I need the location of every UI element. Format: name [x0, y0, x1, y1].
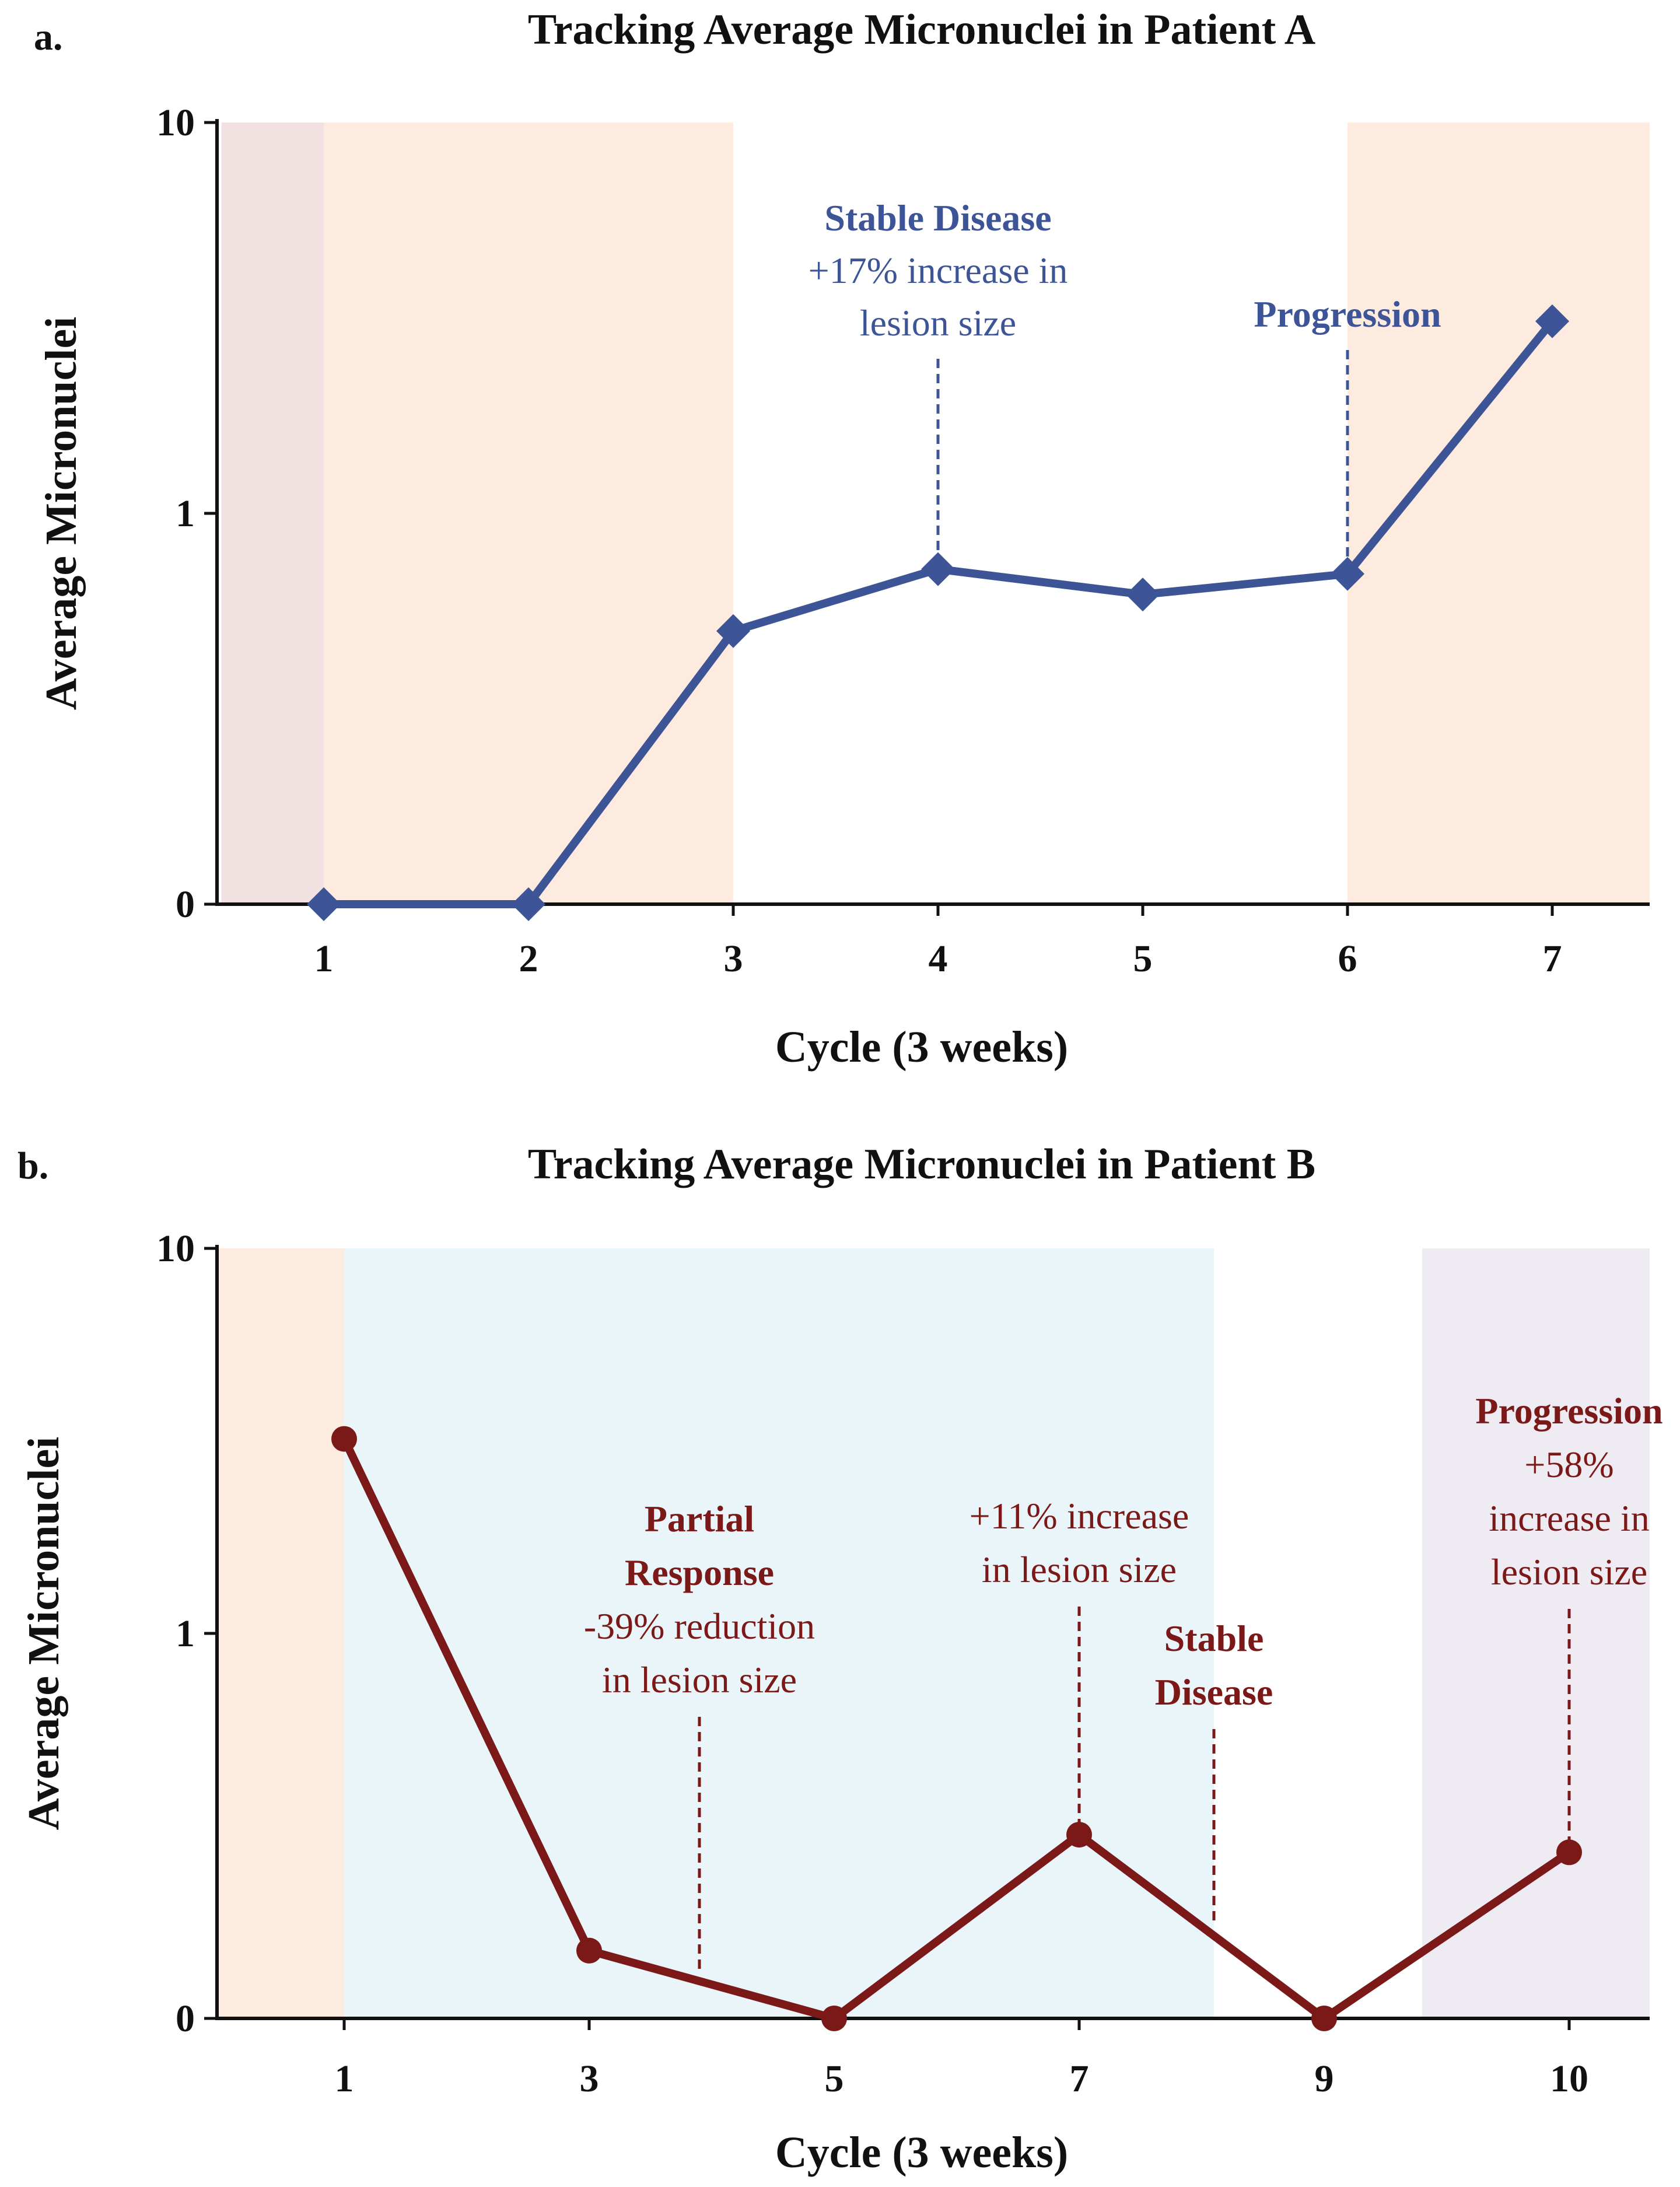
annotation-2: Stable Disease	[1155, 1618, 1273, 1924]
chart-panel-a: Tracking Average Micronuclei in Patient …	[34, 6, 1650, 1072]
phase-band-1	[344, 1248, 1214, 2018]
x-tick-label: 1	[335, 2057, 354, 2100]
data-point	[576, 1937, 602, 1964]
x-axis-label: Cycle (3 weeks)	[775, 1023, 1068, 1072]
chart-title: Tracking Average Micronuclei in Patient …	[528, 1140, 1315, 1188]
x-tick-label: 5	[825, 2057, 844, 2100]
series-line	[340, 1437, 1572, 2022]
data-point	[331, 1426, 357, 1452]
data-point	[716, 614, 750, 648]
annotation-text: -39% reduction	[584, 1605, 815, 1647]
annotation-text: lesion size	[860, 302, 1016, 344]
data-point	[1066, 1822, 1092, 1848]
x-tick-label: 5	[1133, 937, 1153, 980]
x-tick-label: 6	[1338, 937, 1357, 980]
data-point	[1331, 557, 1364, 591]
annotation-text: increase in	[1489, 1497, 1649, 1539]
annotation-3: Progression +58% increase in lesion size	[1475, 1390, 1663, 1841]
panel-letter: b.	[18, 1145, 48, 1187]
x-tick-label: 3	[724, 937, 743, 980]
phase-band-2	[1422, 1248, 1650, 2018]
annotation-text: Partial	[645, 1498, 754, 1539]
y-tick-label: 0	[176, 883, 195, 926]
annotation-text: in lesion size	[982, 1549, 1177, 1590]
data-point	[1535, 304, 1569, 338]
annotation-text: Progression	[1475, 1390, 1662, 1432]
data-point	[1126, 578, 1160, 612]
y-tick-label: 1	[176, 492, 195, 535]
y-axis-label: Average Micronuclei	[37, 317, 86, 711]
data-point	[1556, 1839, 1582, 1866]
x-tick-label: 1	[314, 937, 334, 980]
data-point	[1311, 2006, 1337, 2031]
phase-band-0	[217, 1248, 344, 2018]
x-tick-label: 9	[1315, 2057, 1334, 2100]
y-tick-label: 0	[176, 1997, 195, 2040]
x-tick-label: 4	[929, 937, 948, 980]
panel-letter: a.	[34, 16, 63, 58]
annotation-text: Response	[625, 1552, 774, 1593]
x-tick-label: 2	[519, 937, 538, 980]
data-point	[821, 2006, 847, 2031]
x-tick-label: 3	[580, 2057, 599, 2100]
y-tick-label: 1	[176, 1612, 195, 1655]
annotation-1: +11% increase in lesion size	[970, 1495, 1189, 1824]
data-point	[307, 887, 341, 921]
chart-title: Tracking Average Micronuclei in Patient …	[528, 6, 1315, 54]
x-tick-label: 7	[1070, 2057, 1089, 2100]
data-point	[921, 552, 955, 586]
annotation-1: Progression	[1254, 293, 1441, 562]
y-tick-label: 10	[156, 102, 195, 144]
phase-band-1	[324, 123, 733, 904]
annotation-0: Stable Disease +17% increase in lesion siz…	[808, 197, 1068, 558]
annotation-text: Stable	[1164, 1618, 1264, 1659]
chart-panel-b: Tracking Average Micronuclei in Patient …	[18, 1140, 1663, 2177]
y-axis-label: Average Micronuclei	[19, 1437, 68, 1831]
annotation-0: Partial Response -39% reduction in lesion s…	[584, 1498, 815, 1970]
annotation-text: Stable Disease	[824, 197, 1051, 239]
y-tick-label: 10	[156, 1227, 195, 1270]
annotation-text: +11% increase	[970, 1495, 1189, 1537]
phase-band-0	[221, 123, 324, 904]
data-point	[512, 887, 545, 921]
annotation-text: +58%	[1524, 1444, 1614, 1485]
annotation-text: in lesion size	[602, 1659, 797, 1700]
annotation-text: lesion size	[1491, 1551, 1647, 1593]
x-tick-label: 7	[1543, 937, 1562, 980]
annotation-text: +17% increase in	[808, 250, 1068, 291]
x-tick-label: 10	[1550, 2057, 1588, 2100]
annotation-text: Disease	[1155, 1671, 1273, 1713]
annotation-text: Progression	[1254, 293, 1441, 335]
x-axis-label: Cycle (3 weeks)	[775, 2128, 1068, 2177]
